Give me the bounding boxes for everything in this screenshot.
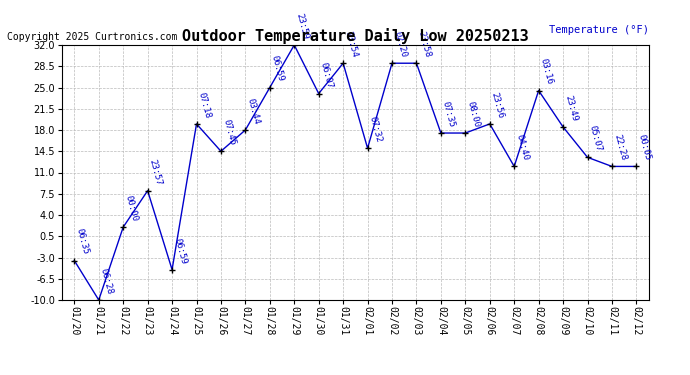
Text: 08:00: 08:00 — [465, 100, 481, 129]
Text: 03:44: 03:44 — [246, 97, 261, 125]
Text: 06:59: 06:59 — [172, 237, 188, 265]
Text: 00:00: 00:00 — [124, 194, 139, 222]
Text: Temperature (°F): Temperature (°F) — [549, 25, 649, 34]
Text: 05:07: 05:07 — [587, 124, 603, 153]
Text: 06:07: 06:07 — [319, 61, 335, 89]
Text: 23:49: 23:49 — [563, 94, 579, 122]
Text: 23:57: 23:57 — [148, 158, 164, 186]
Text: 07:35: 07:35 — [441, 100, 457, 129]
Text: 06:59: 06:59 — [270, 55, 286, 83]
Text: 23:58: 23:58 — [417, 30, 432, 58]
Text: 07:32: 07:32 — [368, 116, 383, 144]
Text: 04:40: 04:40 — [514, 134, 530, 162]
Text: 06:35: 06:35 — [75, 228, 90, 256]
Title: Outdoor Temperature Daily Low 20250213: Outdoor Temperature Daily Low 20250213 — [182, 28, 529, 44]
Text: 07:45: 07:45 — [221, 118, 237, 147]
Text: 02:20: 02:20 — [392, 30, 408, 58]
Text: 23:59: 23:59 — [294, 12, 310, 40]
Text: 22:28: 22:28 — [612, 134, 628, 162]
Text: 07:18: 07:18 — [197, 91, 212, 119]
Text: Copyright 2025 Curtronics.com: Copyright 2025 Curtronics.com — [7, 32, 177, 42]
Text: 06:28: 06:28 — [99, 267, 115, 296]
Text: 00:05: 00:05 — [636, 134, 652, 162]
Text: 23:54: 23:54 — [343, 30, 359, 58]
Text: 23:56: 23:56 — [490, 91, 505, 119]
Text: 03:16: 03:16 — [539, 58, 554, 86]
